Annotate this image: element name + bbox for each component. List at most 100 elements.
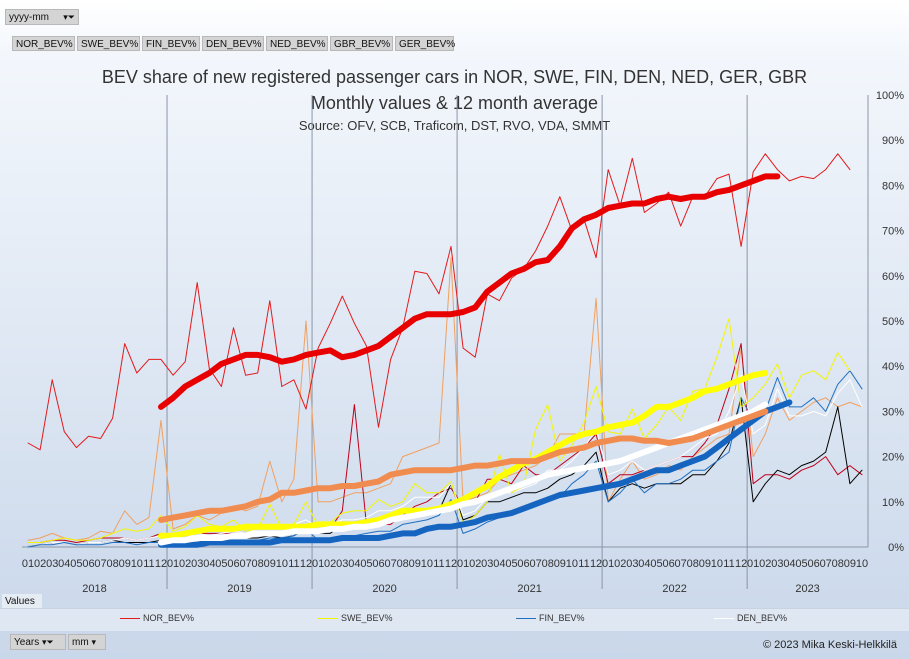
series-button-ger[interactable]: GER_BEV% xyxy=(395,36,455,51)
month-tick-label: 09 xyxy=(409,558,421,570)
month-tick-label: 05 xyxy=(650,558,662,570)
month-tick-label: 09 xyxy=(264,558,276,570)
series-button-fin[interactable]: FIN_BEV% xyxy=(142,36,200,51)
series-button-ned[interactable]: NED_BEV% xyxy=(266,36,328,51)
legend-swatch xyxy=(714,618,734,620)
month-tick-label: 09 xyxy=(119,558,131,570)
chart-title: BEV share of new registered passenger ca… xyxy=(101,67,808,87)
legend-swatch xyxy=(318,618,338,620)
years-filter-button[interactable]: Years ▾⏷ xyxy=(10,634,66,650)
month-tick-label: 09 xyxy=(699,558,711,570)
series-line-gbr xyxy=(27,257,863,541)
average-line-gbr xyxy=(158,408,769,523)
month-tick-label: 04 xyxy=(348,558,360,570)
series-button-label: NOR_BEV% xyxy=(16,39,73,50)
y-tick-label: 90% xyxy=(882,135,904,147)
months-filter-button[interactable]: mm ▾ xyxy=(68,634,106,650)
series-button-gbr[interactable]: GBR_BEV% xyxy=(330,36,393,51)
month-tick-label: 04 xyxy=(783,558,795,570)
month-tick-label: 08 xyxy=(107,558,119,570)
series-button-label: SWE_BEV% xyxy=(81,39,139,50)
month-tick-label: 12 xyxy=(445,558,457,570)
series-button-nor[interactable]: NOR_BEV% xyxy=(12,36,75,51)
month-tick-label: 04 xyxy=(203,558,215,570)
month-tick-label: 01 xyxy=(167,558,179,570)
month-tick-label: 05 xyxy=(360,558,372,570)
y-tick-label: 100% xyxy=(876,90,904,102)
month-tick-label: 10 xyxy=(421,558,433,570)
month-tick-label: 07 xyxy=(675,558,687,570)
month-tick-label: 02 xyxy=(759,558,771,570)
filter-dropdown-icon: ▾⏷ xyxy=(63,12,75,22)
month-tick-label: 11 xyxy=(723,558,734,570)
month-tick-label: 10 xyxy=(131,558,143,570)
month-tick-label: 07 xyxy=(530,558,542,570)
year-tick-label: 2023 xyxy=(795,583,819,595)
month-tick-label: 11 xyxy=(578,558,589,570)
y-tick-label: 80% xyxy=(882,180,904,192)
values-field-button[interactable]: Values xyxy=(2,594,42,609)
month-tick-label: 07 xyxy=(239,558,251,570)
series-button-label: FIN_BEV% xyxy=(146,39,197,50)
legend-item-swe: SWE_BEV% xyxy=(318,613,393,623)
month-tick-label: 03 xyxy=(46,558,58,570)
series-line-den xyxy=(27,374,863,546)
legend-item-fin: FIN_BEV% xyxy=(516,613,585,623)
month-tick-label: 07 xyxy=(94,558,106,570)
month-tick-label: 10 xyxy=(276,558,288,570)
month-tick-label: 08 xyxy=(542,558,554,570)
y-tick-label: 10% xyxy=(882,497,904,509)
month-tick-label: 11 xyxy=(288,558,299,570)
years-label: Years xyxy=(14,637,40,648)
y-tick-label: 40% xyxy=(882,361,904,373)
date-filter-button[interactable]: yyyy-mm ▾⏷ xyxy=(5,9,79,25)
series-button-label: DEN_BEV% xyxy=(206,39,262,50)
y-tick-label: 30% xyxy=(882,406,904,418)
month-tick-label: 01 xyxy=(602,558,614,570)
month-tick-label: 04 xyxy=(58,558,70,570)
month-tick-label: 08 xyxy=(252,558,264,570)
month-tick-label: 03 xyxy=(481,558,493,570)
series-button-den[interactable]: DEN_BEV% xyxy=(202,36,264,51)
month-tick-label: 06 xyxy=(807,558,819,570)
month-tick-label: 11 xyxy=(143,558,154,570)
month-tick-label: 05 xyxy=(505,558,517,570)
copyright-text: © 2023 Mika Keski-Helkkilä xyxy=(762,639,897,651)
month-tick-label: 03 xyxy=(626,558,638,570)
legend-label: SWE_BEV% xyxy=(341,613,393,623)
month-tick-label: 08 xyxy=(687,558,699,570)
legend-item-nor: NOR_BEV% xyxy=(120,613,194,623)
month-tick-label: 04 xyxy=(493,558,505,570)
month-tick-label: 05 xyxy=(70,558,82,570)
legend-swatch xyxy=(516,618,536,620)
legend-label: DEN_BEV% xyxy=(737,613,788,623)
month-tick-label: 12 xyxy=(155,558,167,570)
series-line-fin xyxy=(27,370,863,548)
y-tick-label: 20% xyxy=(882,452,904,464)
month-tick-label: 06 xyxy=(662,558,674,570)
month-tick-label: 05 xyxy=(215,558,227,570)
series-button-label: NED_BEV% xyxy=(270,39,326,50)
values-label: Values xyxy=(5,596,35,607)
month-tick-label: 08 xyxy=(397,558,409,570)
series-button-swe[interactable]: SWE_BEV% xyxy=(77,36,140,51)
month-tick-label: 12 xyxy=(590,558,602,570)
y-tick-label: 60% xyxy=(882,271,904,283)
year-tick-label: 2018 xyxy=(82,583,106,595)
chart-source: Source: OFV, SCB, Traficom, DST, RVO, VD… xyxy=(298,118,611,133)
month-tick-label: 07 xyxy=(384,558,396,570)
legend-item-den: DEN_BEV% xyxy=(714,613,787,623)
month-tick-label: 03 xyxy=(771,558,783,570)
average-line-nor xyxy=(158,173,781,410)
month-tick-label: 06 xyxy=(372,558,384,570)
month-tick-label: 07 xyxy=(820,558,832,570)
year-tick-label: 2021 xyxy=(517,583,541,595)
month-tick-label: 06 xyxy=(227,558,239,570)
month-tick-label: 05 xyxy=(795,558,807,570)
y-tick-label: 50% xyxy=(882,316,904,328)
month-tick-label: 01 xyxy=(747,558,759,570)
month-tick-label: 06 xyxy=(517,558,529,570)
month-tick-label: 12 xyxy=(300,558,312,570)
month-tick-label: 06 xyxy=(82,558,94,570)
